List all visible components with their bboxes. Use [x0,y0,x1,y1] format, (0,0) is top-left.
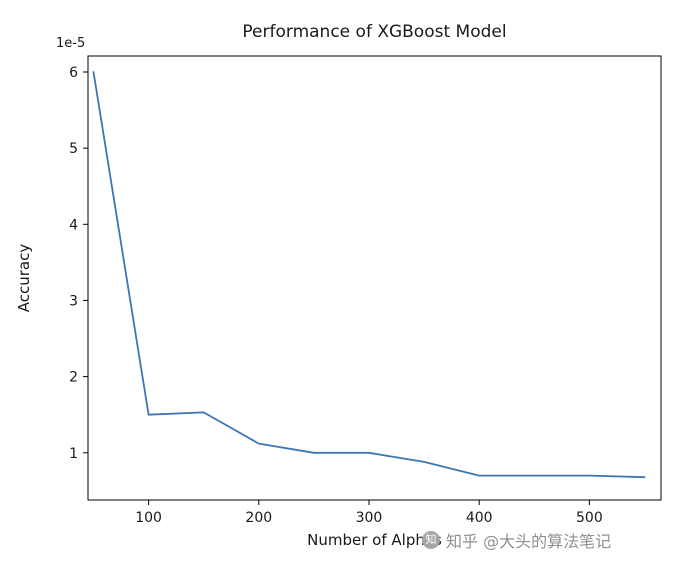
x-axis-label: Number of Alphas [307,531,442,549]
data-line [92,71,646,479]
chart-title: Performance of XGBoost Model [242,22,507,42]
x-tick-label: 300 [356,510,383,526]
y-tick-label: 6 [69,65,78,81]
y-tick-label: 2 [69,370,78,386]
y-axis-offset-label: 1e-5 [56,36,86,51]
x-tick-label: 200 [245,510,272,526]
y-tick-label: 3 [69,293,78,309]
watermark-text: 知乎 @大头的算法笔记 [446,532,612,551]
y-tick-label: 1 [69,446,78,462]
y-tick-label: 4 [69,217,78,233]
x-tick-label: 500 [576,510,603,526]
y-tick-label: 5 [69,141,78,157]
zhihu-icon: 知 [422,531,440,549]
x-tick-label: 100 [135,510,162,526]
watermark: 知 知乎 @大头的算法笔记 [422,528,611,552]
axes-box [87,55,662,501]
x-tick-label: 400 [466,510,493,526]
